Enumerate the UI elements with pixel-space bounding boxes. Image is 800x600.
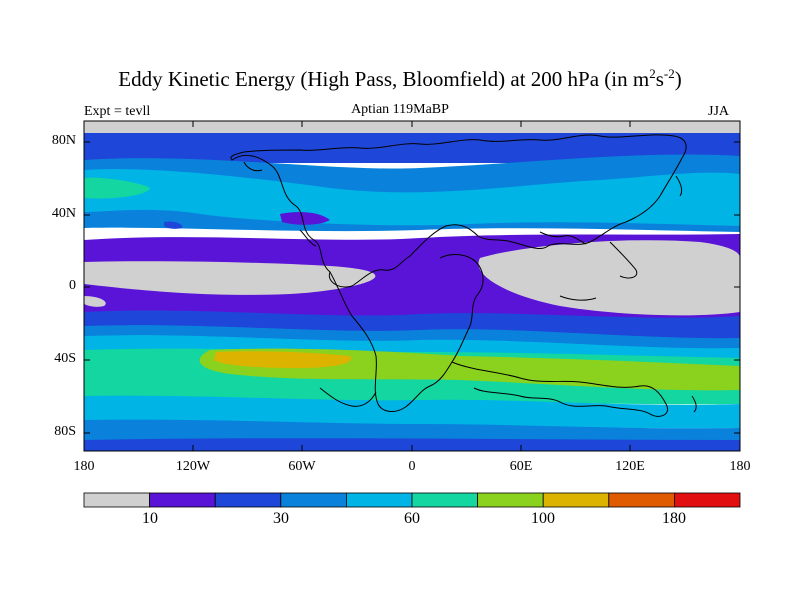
colorbar-swatch xyxy=(83,492,150,508)
x-tick-0: 0 xyxy=(408,459,416,474)
tropic-coast xyxy=(559,295,597,301)
pocket-small xyxy=(164,221,183,229)
south-cape xyxy=(319,387,377,407)
x-tick-60e: 60E xyxy=(509,459,533,474)
plot-subtitle: Aptian 119MaBP xyxy=(351,102,449,117)
south-landmass-west xyxy=(329,254,484,412)
calm-tropics-west xyxy=(84,261,376,295)
y-tick-0: 0 xyxy=(69,278,76,293)
colorbar-label-180: 180 xyxy=(662,510,686,527)
colorbar-label-10: 10 xyxy=(142,510,158,527)
plot-title: Eddy Kinetic Energy (High Pass, Bloomfie… xyxy=(118,66,682,91)
colorbar-swatch xyxy=(674,492,741,508)
colorbar-label-60: 60 xyxy=(404,510,420,527)
colorbar-swatch xyxy=(411,492,478,508)
y-tick-80n: 80N xyxy=(51,133,76,148)
calm-tropics-east xyxy=(478,240,740,316)
energy-field xyxy=(84,121,740,451)
x-tick-120w: 120W xyxy=(175,459,211,474)
colorbar xyxy=(83,492,741,508)
northern-pocket xyxy=(280,212,330,225)
calm-west-edge xyxy=(84,296,106,307)
colorbar-swatch xyxy=(542,492,610,508)
x-tick-120e: 120E xyxy=(615,459,645,474)
east-peninsula xyxy=(609,241,638,279)
colorbar-swatch xyxy=(477,492,544,508)
archipelago-north xyxy=(539,231,587,245)
south-landmass-east xyxy=(451,361,668,417)
x-tick-60w: 60W xyxy=(288,459,316,474)
y-tick-40s: 40S xyxy=(54,351,76,366)
jet-maximum xyxy=(214,351,352,368)
axis-ticks xyxy=(84,121,740,451)
southeast-island xyxy=(691,395,697,413)
north-inlet xyxy=(243,161,263,172)
band-south-high xyxy=(84,395,740,430)
band-polar-north xyxy=(84,121,740,135)
colorbar-label-30: 30 xyxy=(273,510,289,527)
coastlines xyxy=(230,134,697,417)
colorbar-swatch xyxy=(345,492,413,508)
colorbar-swatch xyxy=(149,492,216,508)
x-tick-180w: 180 xyxy=(73,459,95,474)
colorbar-swatch xyxy=(280,492,347,508)
colorbar-swatch xyxy=(608,492,675,508)
season-label: JJA xyxy=(708,104,730,119)
colorbar-label-100: 100 xyxy=(531,510,555,527)
y-tick-80s: 80S xyxy=(54,424,76,439)
band-north-core xyxy=(84,169,740,226)
west-coast-segment xyxy=(299,229,317,247)
band-polar-south xyxy=(84,438,740,451)
x-tick-180e: 180 xyxy=(729,459,751,474)
y-tick-40n: 40N xyxy=(51,206,76,221)
north-pocket-west xyxy=(84,177,150,199)
experiment-label: Expt = tevll xyxy=(84,104,151,119)
northeast-island xyxy=(675,175,683,197)
colorbar-swatch xyxy=(214,492,282,508)
